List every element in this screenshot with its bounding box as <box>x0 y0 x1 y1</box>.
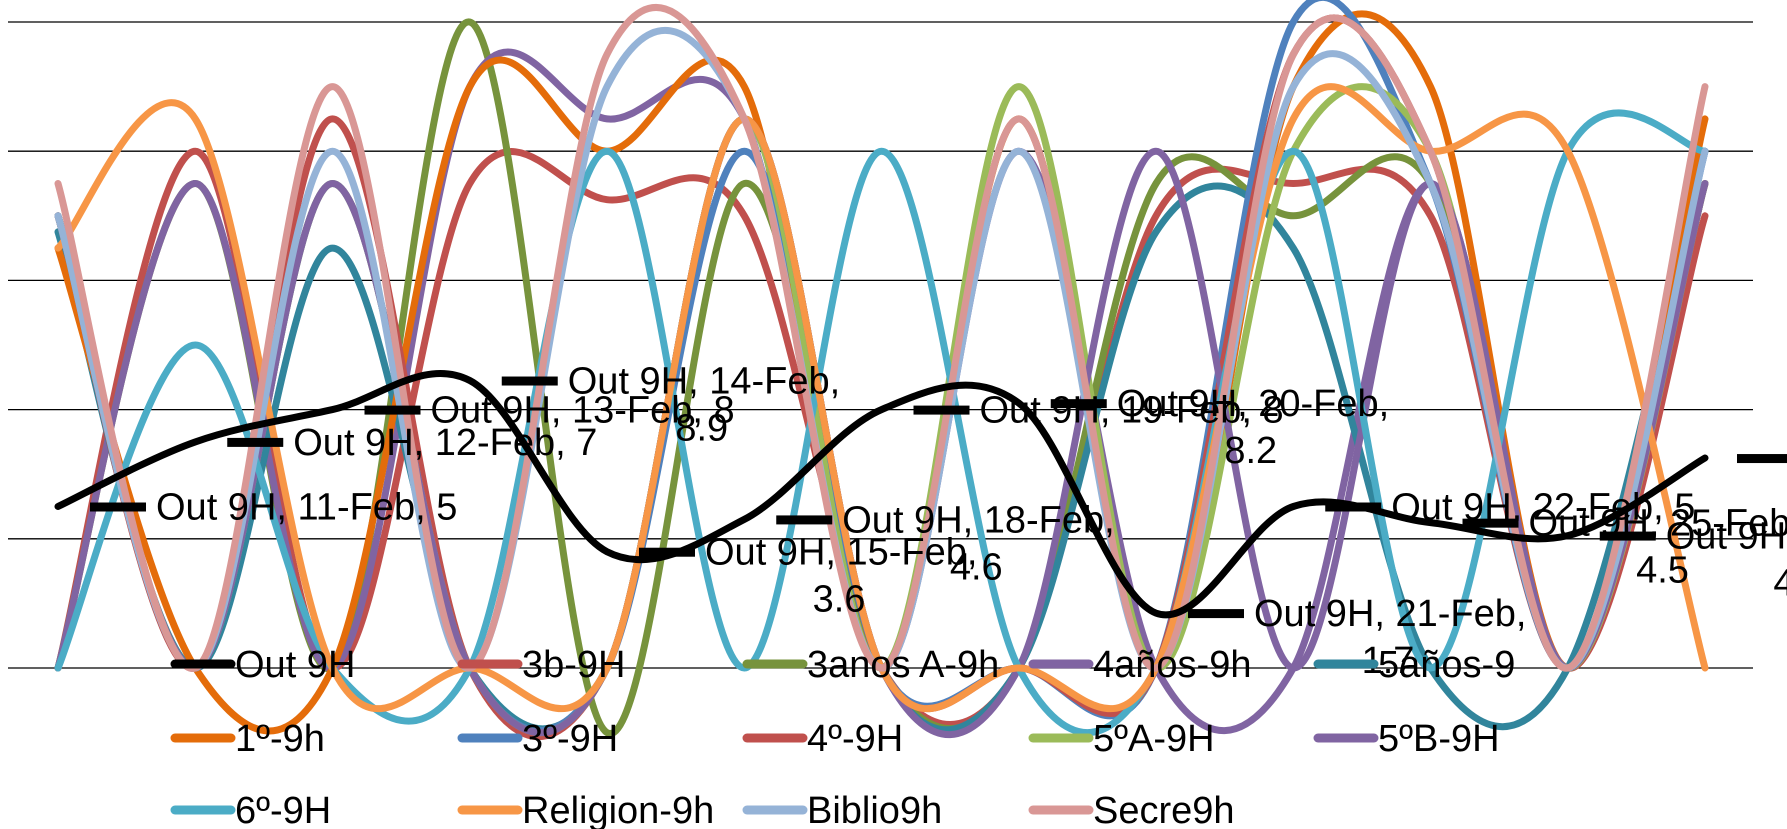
data-label-marker <box>1325 502 1382 512</box>
legend-item: 6º-9H <box>170 790 331 829</box>
data-label-marker <box>1599 531 1656 541</box>
data-label-marker <box>1050 399 1107 409</box>
data-label-marker <box>90 502 146 512</box>
legend-label: Secre9h <box>1093 790 1235 829</box>
legend-item: 5ºA-9H <box>1028 718 1215 760</box>
legend-label: 5ºA-9H <box>1093 718 1215 760</box>
legend-label: 1º-9h <box>235 718 325 760</box>
data-label-marker <box>364 405 421 415</box>
data-label-marker <box>1188 609 1244 619</box>
data-label: Out 9H, 14-Feb, <box>568 361 840 403</box>
legend-item: 3anos A-9h <box>742 644 999 686</box>
legend-item: Religion-9h <box>457 790 714 829</box>
data-label: Out 9H, 22-Feb, 5 <box>1391 487 1695 529</box>
data-label: Out 9H, 13-Feb, 8 <box>431 390 735 432</box>
data-label-value: 8.9 <box>675 408 728 450</box>
legend-item: 3º-9H <box>457 718 618 760</box>
series-lines <box>54 0 1709 741</box>
legend-label: 3anos A-9h <box>807 644 999 686</box>
data-label-marker <box>913 405 970 415</box>
legend-item: 5años-9 <box>1313 644 1515 686</box>
data-label-value: 4.6 <box>950 546 1003 588</box>
data-label-marker <box>501 376 558 386</box>
data-label: Out 9H, 19-Feb, 8 <box>980 390 1284 432</box>
legend-item: Out 9H <box>170 644 355 686</box>
legend-label: 5años-9 <box>1378 644 1515 686</box>
legend-item: Biblio9h <box>742 790 942 829</box>
legend-label: 4º-9H <box>807 718 903 760</box>
data-label-marker <box>1737 454 1787 464</box>
legend-label: Biblio9h <box>807 790 942 829</box>
legend-item: 4años-9h <box>1028 644 1251 686</box>
data-label: Out 9H, 25-Feb, <box>1529 503 1787 545</box>
legend-label: 6º-9H <box>235 790 331 829</box>
data-label-marker <box>639 547 695 557</box>
data-label-marker <box>1462 518 1519 528</box>
legend-item: 1º-9h <box>170 718 325 760</box>
legend-label: Out 9H <box>235 644 355 686</box>
data-label: Out 9H, 12-Feb, 7 <box>293 422 597 464</box>
data-label: Out 9H, 20-Feb, <box>1117 383 1389 425</box>
legend-label: Religion-9h <box>522 790 714 829</box>
data-label: Out 9H, 21-Feb, <box>1254 593 1526 635</box>
data-label-marker <box>776 515 833 525</box>
data-label: Out 9H, 26-Feb, <box>1666 516 1787 558</box>
series-line-secre9h <box>54 3 1709 672</box>
data-label: Out 9H, 15-Feb, <box>705 532 977 574</box>
legend-item: Secre9h <box>1028 790 1235 829</box>
series-line-out-9h <box>54 369 1709 619</box>
legend-item: 4º-9H <box>742 718 903 760</box>
data-label-value: 4.1 <box>1773 563 1787 605</box>
data-label: Out 9H, 11-Feb, 5 <box>156 487 457 529</box>
legend-label: 3º-9H <box>522 718 618 760</box>
legend-label: 3b-9H <box>522 644 626 686</box>
data-label: Out 9H, 18-Feb, <box>842 499 1114 541</box>
legend-label: 5ºB-9H <box>1378 718 1500 760</box>
legend-item: 5ºB-9H <box>1313 718 1500 760</box>
data-label-value: 3.6 <box>813 579 866 621</box>
data-label-marker <box>227 437 284 447</box>
data-label-value: 4.5 <box>1636 550 1689 592</box>
legend-item: 3b-9H <box>457 644 626 686</box>
series-line-6-9h <box>54 109 1709 737</box>
legend: Out 9H 3b-9H 3anos A-9h 4años-9h 5años-9 1º-9… <box>170 644 1515 829</box>
data-label-value: 8.2 <box>1224 430 1277 472</box>
legend-label: 4años-9h <box>1093 644 1251 686</box>
